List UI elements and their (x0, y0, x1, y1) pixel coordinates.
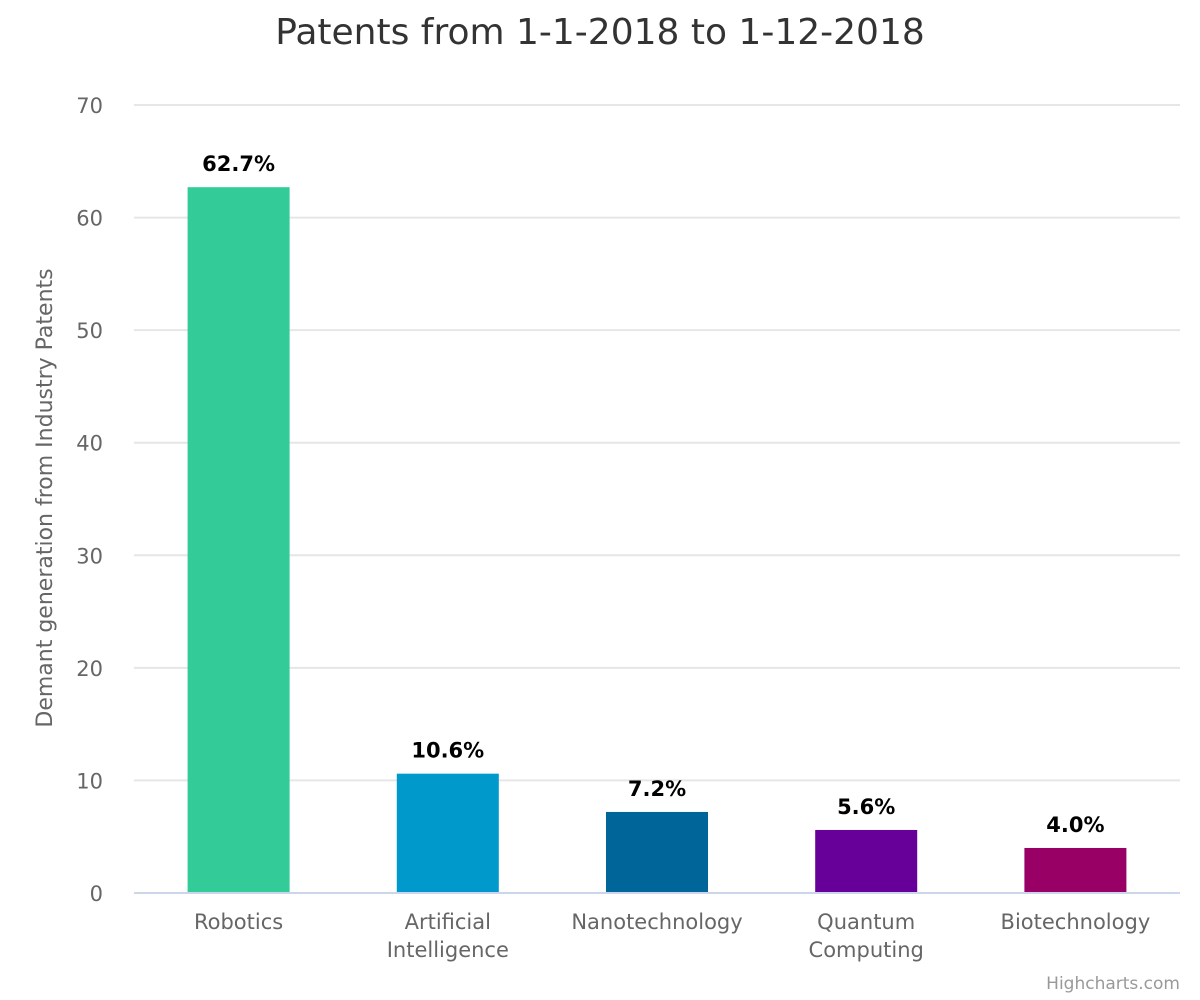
credits-link[interactable]: Highcharts.com (1046, 974, 1180, 994)
bar[interactable] (606, 812, 708, 893)
bar[interactable] (188, 187, 290, 893)
y-axis-label: Demant generation from Industry Patents (33, 268, 58, 727)
y-tick-label: 40 (76, 432, 103, 456)
data-label: 5.6% (837, 795, 895, 819)
y-tick-label: 20 (76, 657, 103, 681)
x-tick-label: Robotics (194, 910, 283, 934)
y-tick-label: 60 (76, 207, 103, 231)
x-tick-label: QuantumComputing (809, 910, 924, 962)
y-tick-label: 70 (76, 94, 103, 118)
bar[interactable] (1024, 848, 1126, 893)
x-tick-label: Biotechnology (1001, 910, 1151, 934)
bar[interactable] (815, 830, 917, 893)
y-tick-label: 30 (76, 544, 103, 568)
y-tick-label: 10 (76, 769, 103, 793)
gridlines (134, 105, 1180, 780)
data-label: 10.6% (411, 739, 484, 763)
data-labels: 62.7% 10.6% 7.2% 5.6% 4.0% (202, 152, 1104, 837)
x-tick-label: ArtificialIntelligence (387, 910, 509, 962)
x-axis: Robotics ArtificialIntelligence Nanotechno… (134, 893, 1180, 962)
data-label: 4.0% (1046, 813, 1104, 837)
bar[interactable] (397, 774, 499, 893)
data-label: 62.7% (202, 152, 275, 176)
y-tick-label: 50 (76, 319, 103, 343)
y-axis: 0 10 20 30 40 50 60 70 (76, 94, 103, 906)
y-tick-label: 0 (90, 882, 103, 906)
x-tick-label: Nanotechnology (571, 910, 742, 934)
data-label: 7.2% (628, 777, 686, 801)
